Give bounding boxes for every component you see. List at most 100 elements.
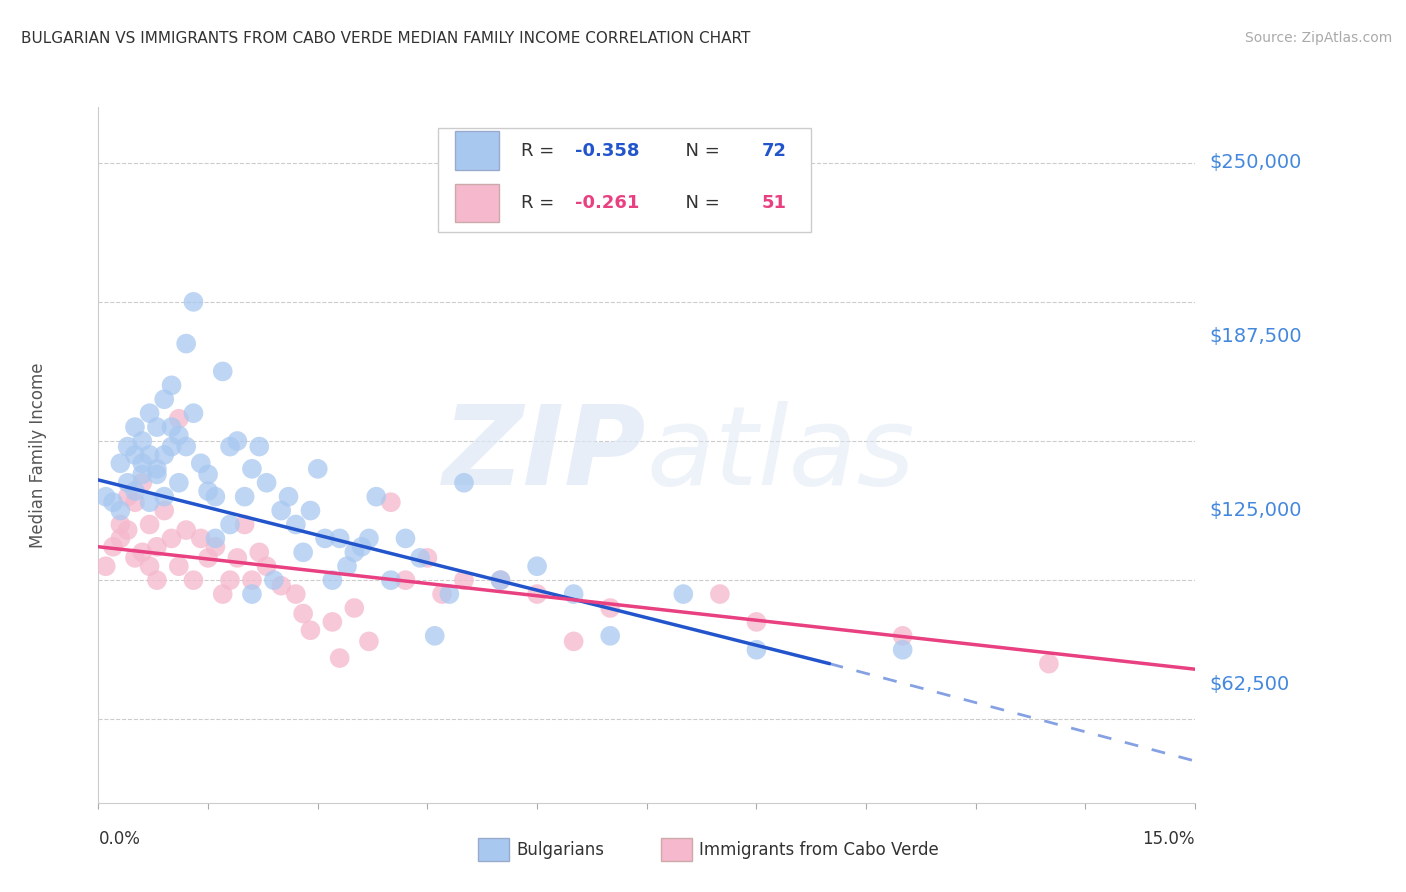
Point bbox=[183, 573, 205, 587]
Point bbox=[314, 532, 336, 546]
Point bbox=[562, 634, 585, 648]
Point bbox=[211, 364, 233, 378]
Point bbox=[131, 475, 153, 490]
Point bbox=[745, 615, 768, 629]
Point bbox=[745, 642, 768, 657]
Point bbox=[409, 550, 432, 565]
Text: Median Family Income: Median Family Income bbox=[30, 362, 48, 548]
Text: N =: N = bbox=[675, 142, 725, 160]
Point bbox=[394, 532, 416, 546]
Point bbox=[891, 629, 914, 643]
Point bbox=[160, 532, 183, 546]
Point bbox=[219, 440, 242, 454]
Point bbox=[247, 440, 270, 454]
Point bbox=[394, 573, 416, 587]
Point bbox=[183, 294, 205, 309]
Point bbox=[321, 573, 343, 587]
Point bbox=[263, 573, 285, 587]
Point bbox=[117, 440, 139, 454]
Point bbox=[146, 540, 169, 554]
Point bbox=[380, 495, 402, 509]
Text: Source: ZipAtlas.com: Source: ZipAtlas.com bbox=[1244, 31, 1392, 45]
Point bbox=[138, 406, 160, 420]
Point bbox=[292, 545, 315, 559]
Point bbox=[174, 440, 197, 454]
Point bbox=[321, 615, 343, 629]
Point bbox=[160, 440, 183, 454]
Point bbox=[146, 573, 169, 587]
Text: Immigrants from Cabo Verde: Immigrants from Cabo Verde bbox=[699, 841, 939, 859]
Point bbox=[117, 523, 139, 537]
FancyBboxPatch shape bbox=[439, 128, 811, 232]
Point bbox=[197, 550, 219, 565]
Point bbox=[526, 587, 548, 601]
Point bbox=[197, 467, 219, 482]
Point bbox=[1038, 657, 1060, 671]
Text: $250,000: $250,000 bbox=[1209, 153, 1302, 172]
Point bbox=[299, 503, 322, 517]
Point bbox=[124, 550, 146, 565]
Point bbox=[350, 540, 373, 554]
Point bbox=[380, 573, 402, 587]
Point bbox=[233, 517, 256, 532]
Point bbox=[153, 490, 176, 504]
Text: N =: N = bbox=[675, 194, 725, 211]
Text: 0.0%: 0.0% bbox=[98, 830, 141, 847]
Point bbox=[167, 559, 190, 574]
Point bbox=[110, 517, 132, 532]
Point bbox=[167, 475, 190, 490]
Point bbox=[204, 532, 226, 546]
Point bbox=[357, 634, 380, 648]
Point bbox=[153, 503, 176, 517]
Text: 72: 72 bbox=[762, 142, 787, 160]
Point bbox=[307, 462, 329, 476]
Point bbox=[204, 540, 226, 554]
Point bbox=[197, 484, 219, 499]
Text: -0.358: -0.358 bbox=[575, 142, 640, 160]
Text: $187,500: $187,500 bbox=[1209, 327, 1302, 346]
Text: 51: 51 bbox=[762, 194, 787, 211]
Text: ZIP: ZIP bbox=[443, 401, 647, 508]
Point bbox=[117, 475, 139, 490]
Point bbox=[94, 559, 117, 574]
Point bbox=[226, 550, 249, 565]
Point bbox=[329, 651, 352, 665]
Point bbox=[167, 428, 190, 442]
Point bbox=[599, 601, 621, 615]
Point bbox=[453, 475, 475, 490]
Point bbox=[240, 462, 263, 476]
Point bbox=[329, 532, 352, 546]
Point bbox=[430, 587, 453, 601]
FancyBboxPatch shape bbox=[456, 184, 499, 222]
Point bbox=[190, 456, 212, 470]
Point bbox=[131, 456, 153, 470]
Point bbox=[131, 434, 153, 448]
Text: BULGARIAN VS IMMIGRANTS FROM CABO VERDE MEDIAN FAMILY INCOME CORRELATION CHART: BULGARIAN VS IMMIGRANTS FROM CABO VERDE … bbox=[21, 31, 751, 46]
Point bbox=[138, 495, 160, 509]
Point bbox=[204, 490, 226, 504]
Point bbox=[299, 624, 322, 638]
Point bbox=[124, 448, 146, 462]
Point bbox=[233, 490, 256, 504]
Point bbox=[124, 420, 146, 434]
Text: atlas: atlas bbox=[647, 401, 915, 508]
Point bbox=[240, 573, 263, 587]
Point bbox=[292, 607, 315, 621]
Point bbox=[526, 559, 548, 574]
Point bbox=[174, 523, 197, 537]
Point bbox=[146, 462, 169, 476]
Point bbox=[439, 587, 461, 601]
Point bbox=[709, 587, 731, 601]
Point bbox=[167, 411, 190, 425]
Point bbox=[146, 467, 169, 482]
Text: $62,500: $62,500 bbox=[1209, 675, 1289, 694]
Point bbox=[423, 629, 446, 643]
Point bbox=[160, 378, 183, 392]
Point bbox=[240, 587, 263, 601]
Text: R =: R = bbox=[520, 142, 560, 160]
Text: 15.0%: 15.0% bbox=[1143, 830, 1195, 847]
Point bbox=[489, 573, 512, 587]
Text: -0.261: -0.261 bbox=[575, 194, 640, 211]
Point bbox=[357, 532, 380, 546]
Point bbox=[117, 490, 139, 504]
